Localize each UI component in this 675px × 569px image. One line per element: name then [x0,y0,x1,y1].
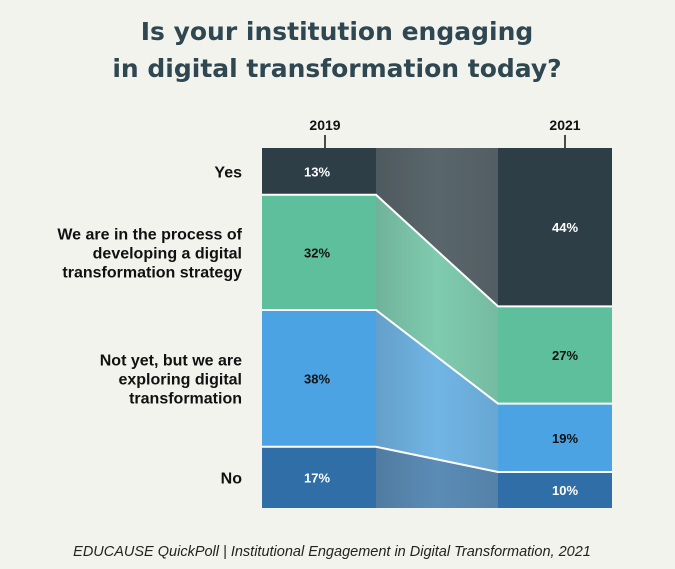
category-label: Yes [214,164,242,181]
value-label-2019: 13% [304,164,330,179]
bar-2021-no [498,472,612,508]
source-note: EDUCAUSE QuickPoll | Institutional Engag… [73,544,591,560]
connector-shading [376,148,498,508]
chart-title-line-1: Is your institution engaging [141,17,534,46]
bar-2021-yes [498,148,612,307]
category-label: No [221,470,243,487]
segment-divider [262,193,612,308]
category-label: developing a digital [93,245,242,262]
chart-title-line-2: in digital transformation today? [112,54,561,83]
value-label-2021: 27% [552,348,578,363]
value-label-2019: 38% [304,371,330,386]
bar-2019-no [262,446,376,508]
bar-2019-yes [262,148,376,195]
value-label-2019: 32% [304,245,330,260]
bar-2019-not-yet-but-we-are-exploring-digital-transformation [262,310,376,447]
year-label-2021: 2021 [549,117,580,133]
value-label-2019: 17% [304,470,330,485]
segment-divider [262,309,612,405]
value-label-2021: 19% [552,431,578,446]
segment-divider [262,445,612,473]
category-label: We are in the process of [57,226,242,243]
category-label: exploring digital [118,371,242,388]
category-label: Not yet, but we are [100,352,242,369]
bar-2021-we-are-in-the-process-of-developing-a-digital-transformation-strategy [498,306,612,404]
chart-labels: 2019 2021 17% 10% 38% 19% 32% 27% 13% 44% No Not ye… [57,117,580,498]
value-label-2021: 44% [552,220,578,235]
category-label: transformation [129,390,242,407]
value-label-2021: 10% [552,483,578,498]
bar-2019-we-are-in-the-process-of-developing-a-digital-transformation-strategy [262,194,376,310]
year-label-2019: 2019 [309,117,340,133]
category-label: transformation strategy [62,264,242,281]
bar-2021-not-yet-but-we-are-exploring-digital-transformation [498,403,612,472]
chart-bands [262,148,612,508]
